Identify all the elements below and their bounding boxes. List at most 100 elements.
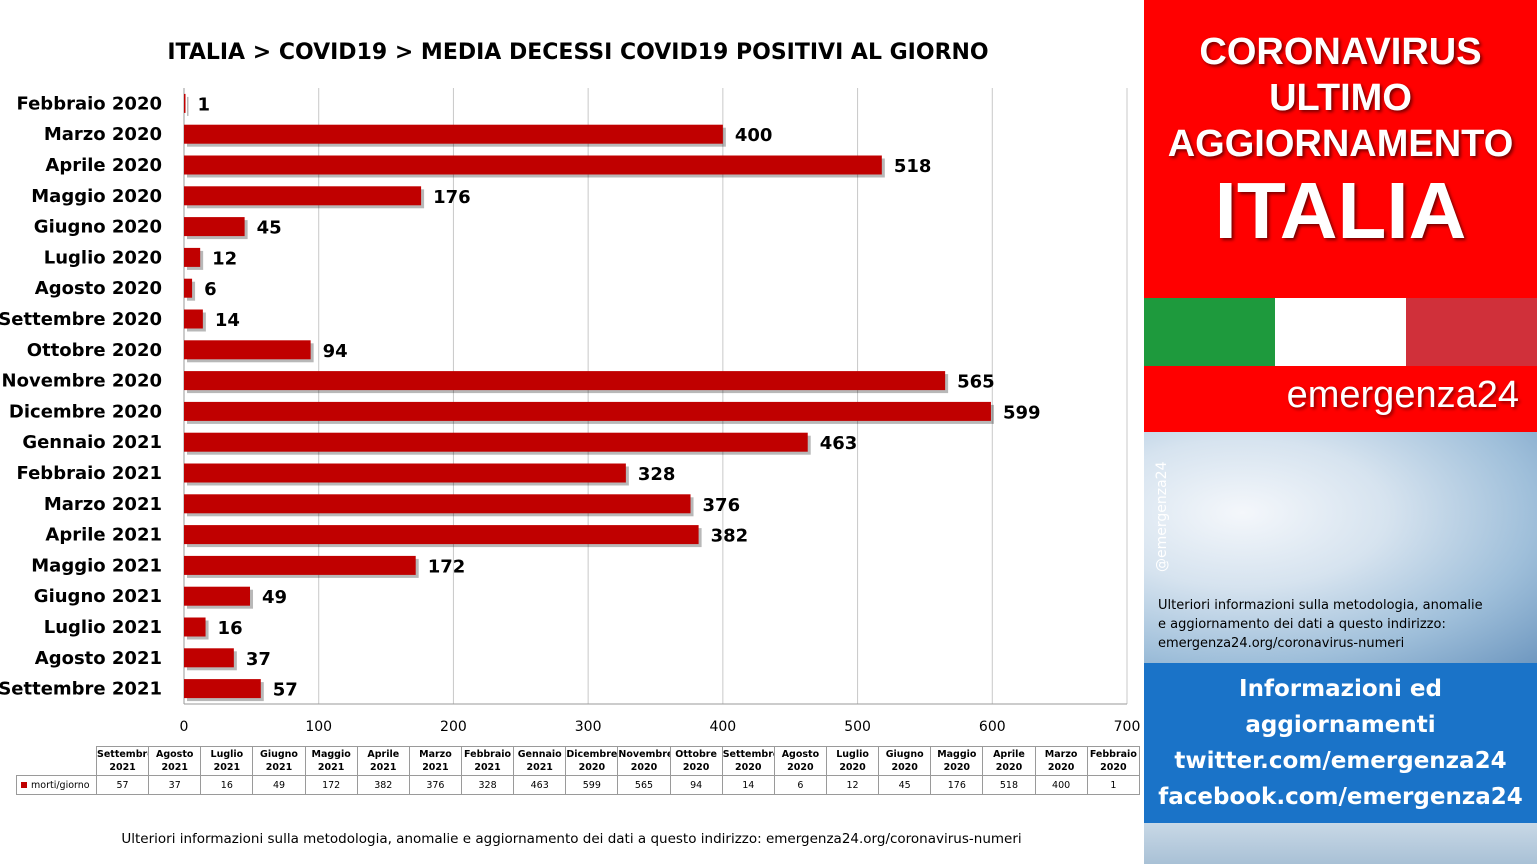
data-table-header-cell: Gennaio 2021 bbox=[513, 746, 567, 776]
value-label: 400 bbox=[735, 125, 773, 146]
brand-bar: emergenza24 bbox=[1144, 366, 1537, 432]
value-label: 599 bbox=[1003, 402, 1041, 423]
data-table-header-cell: Marzo 2020 bbox=[1034, 746, 1088, 776]
x-tick-label: 400 bbox=[709, 719, 736, 735]
data-table-value-cell: 94 bbox=[669, 775, 723, 795]
x-tick-label: 600 bbox=[979, 719, 1006, 735]
data-table-value-cell: 57 bbox=[95, 775, 150, 795]
value-label: 518 bbox=[894, 156, 932, 177]
data-table-value-cell: 400 bbox=[1034, 775, 1088, 795]
data-table-value-cell: 599 bbox=[565, 775, 619, 795]
headline-line-2: ULTIMO bbox=[1269, 77, 1412, 119]
bar bbox=[184, 525, 699, 545]
info-line-1: Informazioni ed bbox=[1239, 676, 1442, 702]
bar bbox=[184, 309, 203, 329]
legend-swatch bbox=[21, 782, 27, 788]
brand-name: emergenza24 bbox=[1286, 374, 1519, 416]
category-label: Marzo 2021 bbox=[44, 494, 162, 515]
category-label: Settembre 2021 bbox=[0, 679, 162, 700]
value-label: 376 bbox=[703, 495, 741, 516]
data-table-header-cell: Agosto 2020 bbox=[773, 746, 827, 776]
methodology-note: Ulteriori informazioni sulla metodologia… bbox=[1158, 596, 1528, 653]
category-label: Dicembre 2020 bbox=[9, 401, 162, 422]
bar bbox=[184, 278, 193, 298]
data-table: Settembre 2021 Agosto 2021 Luglio 2021 Giugno 2… bbox=[16, 746, 1141, 795]
x-tick-label: 100 bbox=[305, 719, 332, 735]
category-label: Settembre 2020 bbox=[0, 309, 162, 330]
value-label: 16 bbox=[218, 618, 243, 639]
data-table-value-cell: 45 bbox=[878, 775, 932, 795]
headline-line-1: CORONAVIRUS bbox=[1199, 31, 1482, 73]
category-label: Febbraio 2020 bbox=[17, 93, 162, 114]
bar-chart: ITALIA > COVID19 > MEDIA DECESSI COVID19… bbox=[0, 40, 1141, 735]
value-label: 6 bbox=[204, 279, 217, 300]
category-label: Luglio 2020 bbox=[44, 247, 162, 268]
flag-green-stripe bbox=[1144, 298, 1275, 366]
data-table-header-cell: Settembre 2021 bbox=[95, 746, 150, 776]
value-label: 1 bbox=[198, 94, 211, 115]
category-labels: Febbraio 2020 Marzo 2020 Aprile 2020 Maggio… bbox=[0, 93, 162, 699]
value-label: 12 bbox=[212, 248, 237, 269]
value-label: 49 bbox=[262, 587, 287, 608]
headline-country: ITALIA bbox=[1214, 166, 1467, 255]
facebook-link[interactable]: facebook.com/emergenza24 bbox=[1158, 784, 1523, 810]
data-table-value-cell: 172 bbox=[304, 775, 358, 795]
methodology-note-line: emergenza24.org/coronavirus-numeri bbox=[1158, 636, 1405, 651]
background-photo: @emergenza24 Ulteriori informazioni sull… bbox=[1144, 432, 1537, 663]
data-table-series-label: morti/giorno bbox=[16, 775, 97, 795]
bar bbox=[184, 155, 882, 175]
data-table-value-cell: 382 bbox=[356, 775, 410, 795]
value-label: 37 bbox=[246, 649, 271, 670]
x-tick-label: 0 bbox=[180, 719, 189, 735]
bar bbox=[184, 679, 261, 699]
bar-shadow bbox=[187, 96, 189, 116]
data-table-value-cell: 328 bbox=[460, 775, 515, 795]
data-table-value-cell: 565 bbox=[617, 775, 671, 795]
category-label: Aprile 2020 bbox=[45, 155, 162, 176]
data-table-header-cell: Febbraio 2021 bbox=[460, 746, 515, 776]
data-table-corner bbox=[17, 747, 97, 776]
x-tick-label: 700 bbox=[1114, 719, 1141, 735]
data-table-header-cell: Maggio 2021 bbox=[304, 746, 358, 776]
category-label: Marzo 2020 bbox=[44, 124, 162, 145]
social-handle: @emergenza24 bbox=[1154, 462, 1170, 573]
data-table-value-cell: 176 bbox=[930, 775, 984, 795]
data-table-header-cell: Febbraio 2020 bbox=[1086, 746, 1141, 776]
value-label: 57 bbox=[273, 680, 298, 701]
category-label: Febbraio 2021 bbox=[17, 463, 162, 484]
data-table-header-cell: Giugno 2020 bbox=[878, 746, 932, 776]
bar bbox=[184, 124, 723, 144]
bar bbox=[184, 494, 691, 514]
category-label: Maggio 2021 bbox=[31, 555, 162, 576]
info-line-2: aggiornamenti bbox=[1245, 712, 1436, 738]
bars bbox=[184, 93, 994, 702]
data-table-value-cell: 37 bbox=[148, 775, 202, 795]
value-label: 94 bbox=[323, 341, 348, 362]
category-label: Giugno 2020 bbox=[34, 217, 162, 238]
bar bbox=[184, 463, 626, 483]
bar bbox=[184, 93, 186, 113]
data-table-header-cell: Aprile 2020 bbox=[982, 746, 1036, 776]
category-label: Giugno 2021 bbox=[34, 586, 162, 607]
bar bbox=[184, 186, 422, 206]
value-label: 176 bbox=[433, 187, 471, 208]
bar bbox=[184, 340, 311, 360]
bar bbox=[184, 432, 808, 452]
data-table-header-cell: Marzo 2021 bbox=[408, 746, 462, 776]
methodology-note-line: Ulteriori informazioni sulla metodologia… bbox=[1158, 598, 1483, 613]
italian-flag bbox=[1144, 298, 1537, 366]
bar bbox=[184, 371, 946, 391]
twitter-link[interactable]: twitter.com/emergenza24 bbox=[1174, 748, 1507, 774]
x-tick-label: 300 bbox=[575, 719, 602, 735]
data-table-value-cell: 49 bbox=[252, 775, 306, 795]
bottom-photo-strip bbox=[1144, 823, 1537, 864]
bar bbox=[184, 217, 245, 237]
value-label: 14 bbox=[215, 310, 240, 331]
footnote: Ulteriori informazioni sulla metodologia… bbox=[121, 831, 1022, 847]
data-table-value-cell: 463 bbox=[513, 775, 567, 795]
value-label: 565 bbox=[957, 372, 995, 393]
data-table-header-cell: Agosto 2021 bbox=[148, 746, 202, 776]
bar bbox=[184, 555, 416, 575]
grid-lines bbox=[183, 88, 1128, 705]
value-labels: 1 400 518 176 45 12 6 14 94 565 599 463 328 376 382 172… bbox=[198, 94, 1041, 700]
